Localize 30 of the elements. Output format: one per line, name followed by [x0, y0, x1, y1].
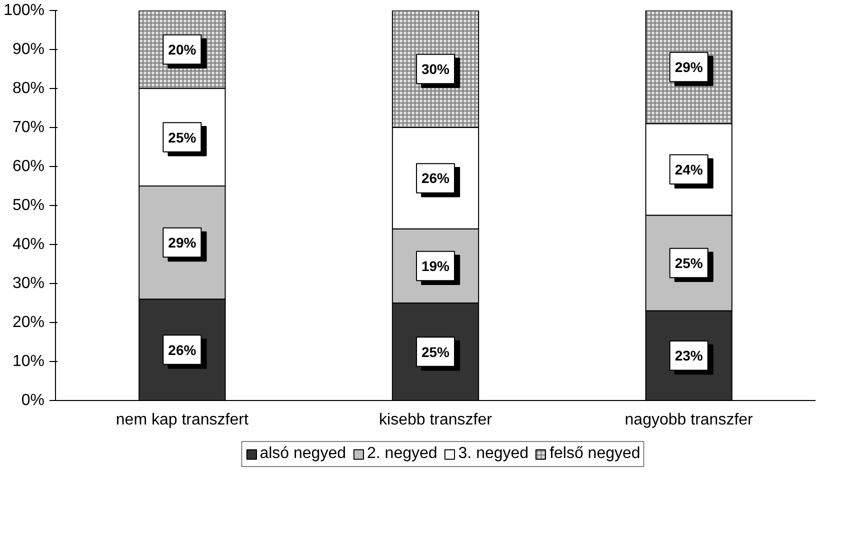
legend-label: felső negyed — [550, 444, 640, 462]
y-tick-label: 40% — [12, 236, 45, 253]
x-tick-label: nagyobb transzfer — [624, 412, 754, 428]
data-label: 23% — [674, 348, 704, 364]
data-label: 30% — [421, 61, 450, 77]
y-tick-label: 100% — [4, 2, 44, 19]
x-tick-label: nem kap transzfert — [116, 412, 249, 428]
data-label: 29% — [674, 59, 704, 76]
x-tick-label: kisebb transzfer — [379, 412, 493, 428]
y-tick-label: 90% — [12, 41, 45, 58]
y-tick-label: 70% — [12, 119, 45, 136]
data-label: 25% — [674, 255, 704, 272]
y-tick-label: 0% — [21, 392, 44, 409]
legend-label: 2. negyed — [367, 444, 438, 462]
data-label: 24% — [674, 161, 704, 178]
y-tick-label: 50% — [12, 197, 45, 214]
data-label: 29% — [168, 234, 197, 251]
data-label: 25% — [168, 129, 197, 146]
y-tick-label: 80% — [12, 80, 45, 97]
legend-label: 3. negyed — [458, 444, 529, 462]
data-label: 26% — [421, 170, 450, 186]
data-label: 20% — [168, 42, 197, 58]
legend-label: alsó negyed — [260, 444, 346, 462]
y-tick-label: 10% — [12, 353, 45, 370]
y-tick-label: 30% — [12, 275, 45, 292]
data-label: 26% — [168, 342, 197, 358]
y-tick-label: 20% — [12, 314, 45, 331]
data-label: 19% — [421, 258, 450, 274]
y-tick-label: 60% — [12, 158, 45, 175]
data-label: 25% — [421, 344, 450, 360]
